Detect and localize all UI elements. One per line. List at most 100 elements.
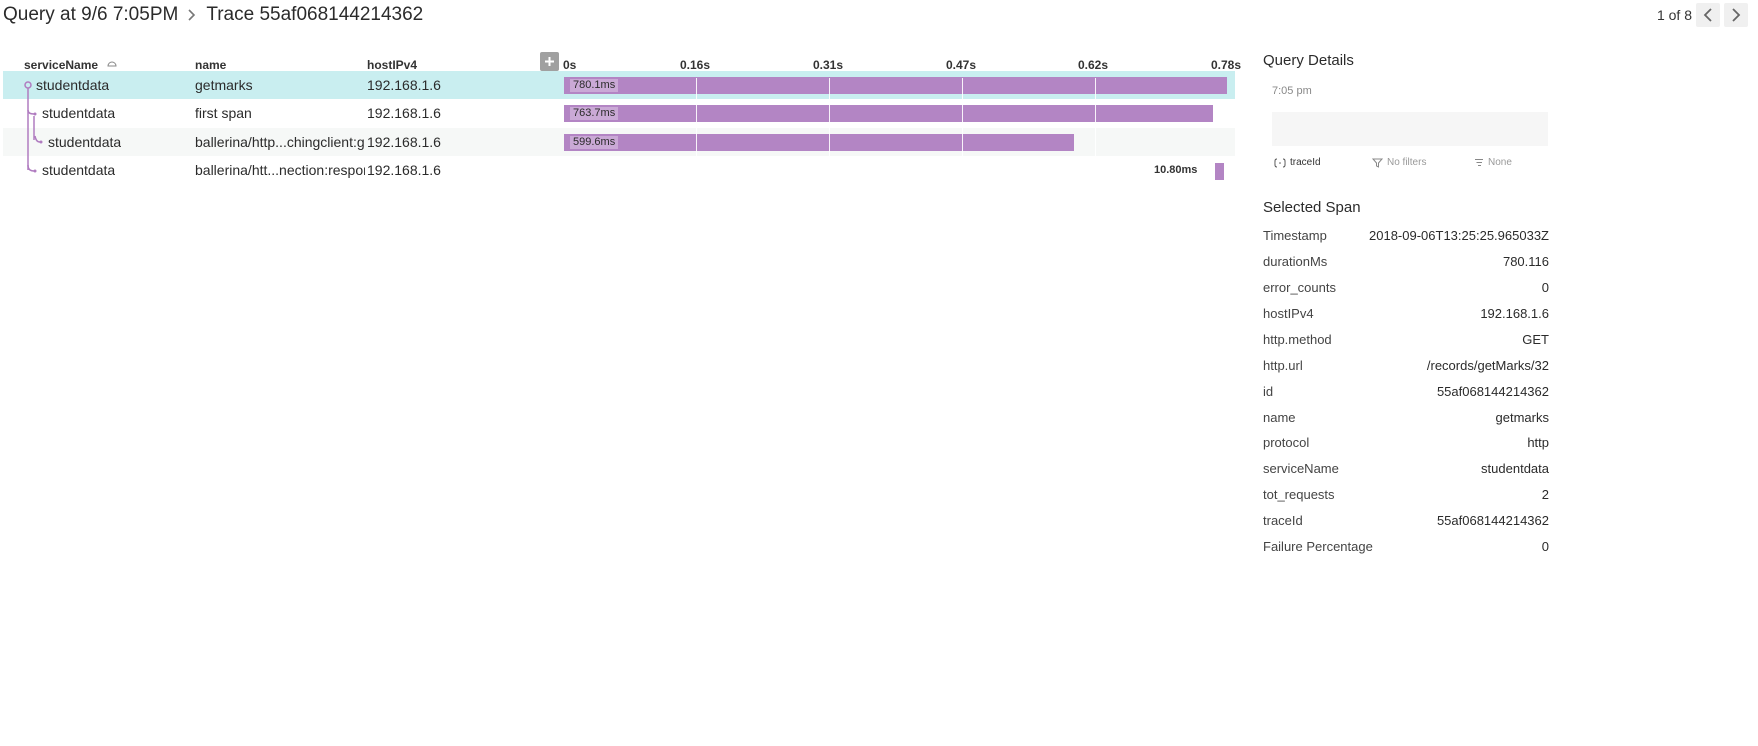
span-field: hostIPv4 192.168.1.6 <box>1263 306 1549 326</box>
breadcrumb-query-link[interactable]: Query at 9/6 7:05PM <box>3 4 179 25</box>
span-name: getmarks <box>195 77 253 93</box>
span-field: serviceName studentdata <box>1263 461 1549 481</box>
timeline-gridline <box>1095 78 1096 157</box>
span-name: ballerina/htt...nection:respond <box>195 162 365 178</box>
span-service: studentdata <box>48 134 122 150</box>
span-field-key: Timestamp <box>1263 228 1327 243</box>
span-field-value: 0 <box>1541 539 1549 554</box>
span-field-key: http.method <box>1263 332 1332 347</box>
breadcrumb-trace-title: Trace 55af068144214362 <box>206 4 424 25</box>
span-field-key: name <box>1263 410 1296 425</box>
pager-count: 1 of 8 <box>1656 7 1692 23</box>
filter-icon <box>1372 158 1383 168</box>
timeline-tick: 0.31s <box>813 58 844 72</box>
plus-icon <box>545 57 554 66</box>
span-field-key: protocol <box>1263 435 1310 450</box>
expand-all-button[interactable] <box>540 52 559 71</box>
span-row[interactable]: studentdata first span 192.168.1.6 763.7… <box>3 99 1235 127</box>
span-service: studentdata <box>36 77 110 93</box>
column-header-name[interactable]: name <box>195 58 227 72</box>
selected-span-title: Selected Span <box>1263 199 1361 216</box>
span-field: tot_requests 2 <box>1263 487 1549 507</box>
span-duration-label: 599.6ms <box>570 136 619 149</box>
sort-icon[interactable] <box>107 59 117 73</box>
span-field-value: studentdata <box>1481 461 1549 476</box>
span-bar[interactable]: 763.7ms <box>564 105 1213 122</box>
span-field-key: traceId <box>1263 513 1303 528</box>
sort-lines-icon <box>1475 159 1483 166</box>
span-field-value: 55af068144214362 <box>1436 513 1549 528</box>
span-field: id 55af068144214362 <box>1263 384 1549 404</box>
sort-control[interactable]: None <box>1474 157 1512 168</box>
span-field-value: 0 <box>1541 280 1549 295</box>
next-trace-button[interactable] <box>1724 3 1748 27</box>
span-field: http.url /records/getMarks/32 <box>1263 358 1549 378</box>
prev-trace-button[interactable] <box>1696 3 1720 27</box>
span-tree-lines <box>24 81 43 173</box>
span-field-value: GET <box>1522 332 1549 347</box>
span-row[interactable]: studentdata ballerina/http...chingclient… <box>3 128 1235 156</box>
timeline-gridline <box>829 78 830 157</box>
span-field: traceId 55af068144214362 <box>1263 513 1549 533</box>
span-field-value: http <box>1527 435 1549 450</box>
group-by-label: traceId <box>1290 157 1321 168</box>
query-box[interactable] <box>1272 112 1548 146</box>
breadcrumb: Query at 9/6 7:05PM Trace 55af0681442143… <box>3 2 423 28</box>
column-header-service[interactable]: serviceName <box>24 58 117 73</box>
span-name: ballerina/http...chingclient:get <box>195 134 365 150</box>
sort-label: None <box>1488 157 1512 168</box>
chevron-right-icon <box>188 9 196 21</box>
group-by-control[interactable]: traceId <box>1274 157 1321 168</box>
timeline-tick: 0.47s <box>946 58 977 72</box>
span-field-value: /records/getMarks/32 <box>1426 358 1549 373</box>
span-host: 192.168.1.6 <box>367 162 441 178</box>
span-field-value: getmarks <box>1495 410 1549 425</box>
span-field: http.method GET <box>1263 332 1549 352</box>
trace-pager: 1 of 8 <box>1657 2 1748 28</box>
span-bar[interactable]: 780.1ms <box>564 77 1227 94</box>
timeline-tick: 0.78s <box>1211 58 1242 72</box>
span-field-key: durationMs <box>1263 254 1328 269</box>
span-bar[interactable]: 599.6ms <box>564 134 1074 151</box>
timeline-tick: 0.62s <box>1078 58 1109 72</box>
timeline-gridline <box>962 78 963 157</box>
chevron-right-icon <box>1732 8 1741 22</box>
span-field-value: 55af068144214362 <box>1436 384 1549 399</box>
braces-icon <box>1274 158 1286 167</box>
span-field-value: 2 <box>1541 487 1549 502</box>
span-host: 192.168.1.6 <box>367 105 441 121</box>
column-header-host[interactable]: hostIPv4 <box>367 58 418 72</box>
span-service: studentdata <box>42 162 116 178</box>
column-header-service-label: serviceName <box>24 58 99 72</box>
span-row[interactable]: studentdata getmarks 192.168.1.6 780.1ms <box>3 71 1235 99</box>
span-field-key: Failure Percentage <box>1263 539 1373 554</box>
filters-label: No filters <box>1387 157 1427 168</box>
span-service: studentdata <box>42 105 116 121</box>
span-host: 192.168.1.6 <box>367 77 441 93</box>
span-field: Timestamp 2018-09-06T13:25:25.965033Z <box>1263 228 1549 248</box>
span-host: 192.168.1.6 <box>367 134 441 150</box>
span-field-key: serviceName <box>1263 461 1339 476</box>
span-field-value: 192.168.1.6 <box>1480 306 1549 321</box>
query-details-title: Query Details <box>1263 52 1354 69</box>
span-field: durationMs 780.116 <box>1263 254 1549 274</box>
span-field-key: tot_requests <box>1263 487 1335 502</box>
span-bar[interactable] <box>1215 163 1224 180</box>
timeline-tick: 0s <box>563 58 577 72</box>
span-field-key: hostIPv4 <box>1263 306 1314 321</box>
span-field: protocol http <box>1263 435 1549 455</box>
span-field-key: http.url <box>1263 358 1303 373</box>
span-duration-label: 763.7ms <box>570 107 619 120</box>
span-field: Failure Percentage 0 <box>1263 539 1549 559</box>
filters-control[interactable]: No filters <box>1372 157 1426 168</box>
chevron-left-icon <box>1703 8 1712 22</box>
span-name: first span <box>195 105 252 121</box>
span-field-value: 780.116 <box>1502 254 1549 269</box>
timeline-tick: 0.16s <box>680 58 711 72</box>
span-field: name getmarks <box>1263 410 1549 430</box>
span-duration-label: 780.1ms <box>570 79 619 92</box>
span-field-value: 2018-09-06T13:25:25.965033Z <box>1369 228 1549 243</box>
span-duration-label: 10.80ms <box>1154 164 1198 176</box>
span-field-key: error_counts <box>1263 280 1336 295</box>
span-row[interactable]: studentdata ballerina/htt...nection:resp… <box>3 156 1235 184</box>
